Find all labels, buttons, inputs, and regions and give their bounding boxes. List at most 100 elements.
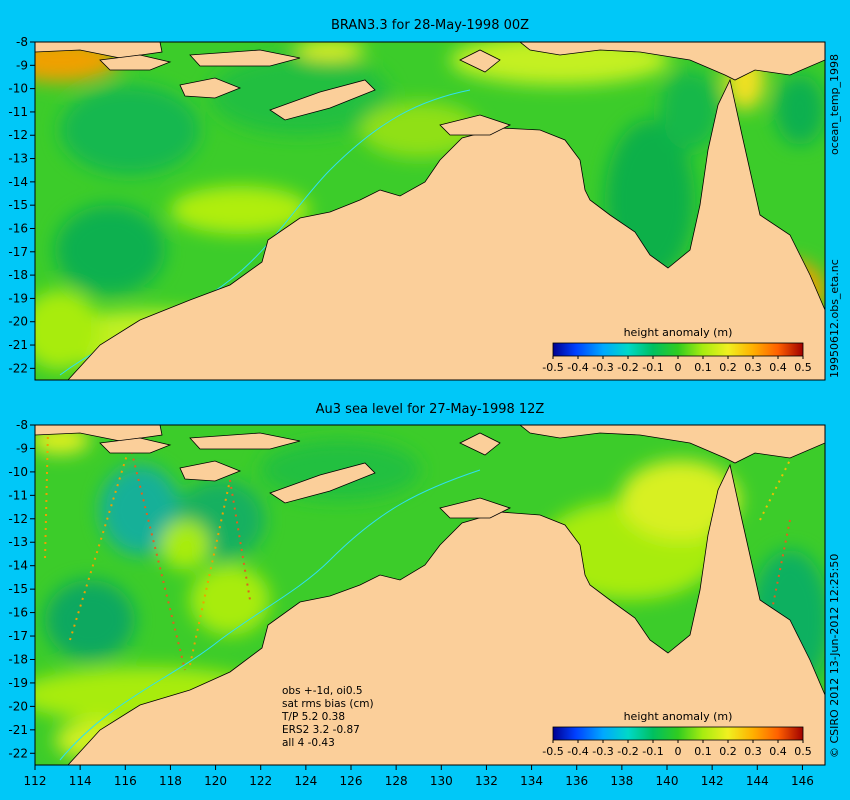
bottom-xtick-label: 114	[69, 774, 92, 788]
top-cbtick-label: 0.2	[719, 361, 737, 374]
top-ytick-label: -17	[8, 245, 28, 259]
top-island-tanimbar	[459, 49, 501, 73]
top-ytick-label: -11	[8, 105, 28, 119]
bottom-xtick-label: 134	[520, 774, 543, 788]
bottom-ytick-label: -21	[8, 723, 28, 737]
satellite-tracks	[44, 429, 801, 671]
bottom-xtick-label: 132	[475, 774, 498, 788]
top-island-flores	[189, 49, 301, 67]
top-cbtick-label: -0.5	[542, 361, 563, 374]
top-ytick-label: -21	[8, 338, 28, 352]
bottom-island-newguinea	[519, 425, 825, 464]
bottom-x-axis: 112 114 116 118 120 122 124 126 128 130 132 134 136 1…	[24, 765, 814, 788]
bottom-cbtick-label: 0	[675, 745, 682, 758]
bottom-map	[35, 425, 825, 765]
side-label-dataset: ocean_temp_1998	[828, 54, 841, 155]
top-cbtick-label: 0.3	[744, 361, 762, 374]
top-map	[35, 42, 825, 380]
bottom-xtick-label: 122	[249, 774, 272, 788]
bottom-colorbar-label: height anomaly (m)	[624, 710, 733, 723]
bottom-ytick-label: -10	[8, 465, 28, 479]
top-panel-title: BRAN3.3 for 28-May-1998 00Z	[331, 18, 529, 33]
top-ytick-label: -8	[16, 35, 28, 49]
bottom-island-sumbawa	[99, 437, 172, 454]
top-ytick-label: -19	[8, 291, 28, 305]
top-island-sumbawa	[99, 54, 172, 71]
top-map-frame	[34, 41, 826, 381]
top-ytick-label: -13	[8, 152, 28, 166]
bottom-xtick-label: 126	[340, 774, 363, 788]
bottom-xtick-label: 124	[294, 774, 317, 788]
bottom-ytick-label: -13	[8, 535, 28, 549]
bottom-xtick-label: 140	[656, 774, 679, 788]
top-land-mainland	[67, 78, 825, 380]
bottom-cbtick-label: -0.2	[617, 745, 638, 758]
bottom-xtick-label: 116	[114, 774, 137, 788]
top-ytick-label: -18	[8, 268, 28, 282]
top-cbtick-label: -0.3	[592, 361, 613, 374]
bottom-ytick-label: -15	[8, 582, 28, 596]
top-ytick-label: -22	[8, 361, 28, 375]
bottom-ytick-label: -12	[8, 512, 28, 526]
bottom-colorbar-ticks: -0.5 -0.4 -0.3 -0.2 -0.1 0 0.1 0.2 0.3 0.4 0.5	[542, 740, 812, 758]
top-cbtick-label: 0.5	[794, 361, 812, 374]
bottom-cbtick-label: 0.1	[694, 745, 712, 758]
bottom-ytick-label: -11	[8, 488, 28, 502]
bottom-cbtick-label: 0.3	[744, 745, 762, 758]
bottom-ytick-label: -16	[8, 606, 28, 620]
bottom-xtick-label: 130	[430, 774, 453, 788]
top-colorbar-gradient	[552, 342, 804, 357]
obs-note-line: ERS2 3.2 -0.87	[282, 724, 360, 736]
top-island-melville	[439, 114, 512, 136]
bottom-ytick-label: -22	[8, 746, 28, 760]
top-ytick-label: -10	[8, 82, 28, 96]
bottom-island-sumba	[179, 460, 242, 482]
top-cbtick-label: 0.1	[694, 361, 712, 374]
top-cbtick-label: -0.2	[617, 361, 638, 374]
top-ytick-label: -9	[16, 58, 28, 72]
bottom-island-tanimbar	[459, 432, 501, 456]
obs-note-line: T/P 5.2 0.38	[281, 711, 345, 723]
bottom-cbtick-label: -0.5	[542, 745, 563, 758]
obs-note-line: all 4 -0.43	[282, 737, 335, 749]
bottom-xtick-label: 112	[24, 774, 47, 788]
bottom-map-frame	[34, 424, 826, 766]
top-y-axis: -8 -9 -10 -11 -12 -13 -14 -15 -16 -17 -18 -19 -20 -21…	[8, 35, 35, 375]
bottom-cbtick-label: -0.1	[642, 745, 663, 758]
bottom-xtick-label: 118	[159, 774, 182, 788]
bottom-ytick-label: -20	[8, 699, 28, 713]
bottom-ytick-label: -19	[8, 676, 28, 690]
top-cbtick-label: -0.1	[642, 361, 663, 374]
obs-note-line: sat rms bias (cm)	[282, 698, 374, 710]
bottom-xtick-label: 128	[385, 774, 408, 788]
bottom-xtick-label: 120	[204, 774, 227, 788]
bottom-land-mainland	[67, 463, 825, 765]
top-island-sumba	[179, 77, 242, 99]
obs-note-line: obs +-1d, oi0.5	[282, 685, 363, 697]
bottom-xtick-label: 142	[701, 774, 724, 788]
bottom-xtick-label: 146	[791, 774, 814, 788]
bottom-colorbar: height anomaly (m) -0.5 -0.4 -0.3 -0.2 -0.1 0…	[542, 710, 811, 758]
bottom-xtick-label: 138	[610, 774, 633, 788]
top-cbtick-label: 0	[675, 361, 682, 374]
top-ytick-label: -15	[8, 198, 28, 212]
bottom-island-timor	[269, 462, 376, 504]
bottom-y-axis: -8 -9 -10 -11 -12 -13 -14 -15 -16 -17 -18 -19 -20 -21…	[8, 418, 35, 760]
top-colorbar-label: height anomaly (m)	[624, 326, 733, 339]
bottom-cbtick-label: 0.5	[794, 745, 812, 758]
top-island-newguinea	[519, 42, 825, 81]
side-label-copyright: © CSIRO 2012 13-Jun-2012 12:25:50	[828, 554, 841, 758]
top-island-timor	[269, 79, 376, 121]
bottom-panel-title: Au3 sea level for 27-May-1998 12Z	[316, 402, 545, 417]
bottom-ytick-label: -8	[16, 418, 28, 432]
bottom-xtick-label: 136	[565, 774, 588, 788]
bottom-ytick-label: -14	[8, 559, 28, 573]
top-ytick-label: -16	[8, 221, 28, 235]
top-ytick-label: -20	[8, 315, 28, 329]
bottom-coastline-contour	[59, 469, 481, 761]
bottom-colorbar-gradient	[552, 726, 804, 741]
top-ytick-label: -12	[8, 128, 28, 142]
top-ytick-label: -14	[8, 175, 28, 189]
bottom-cbtick-label: -0.4	[567, 745, 588, 758]
